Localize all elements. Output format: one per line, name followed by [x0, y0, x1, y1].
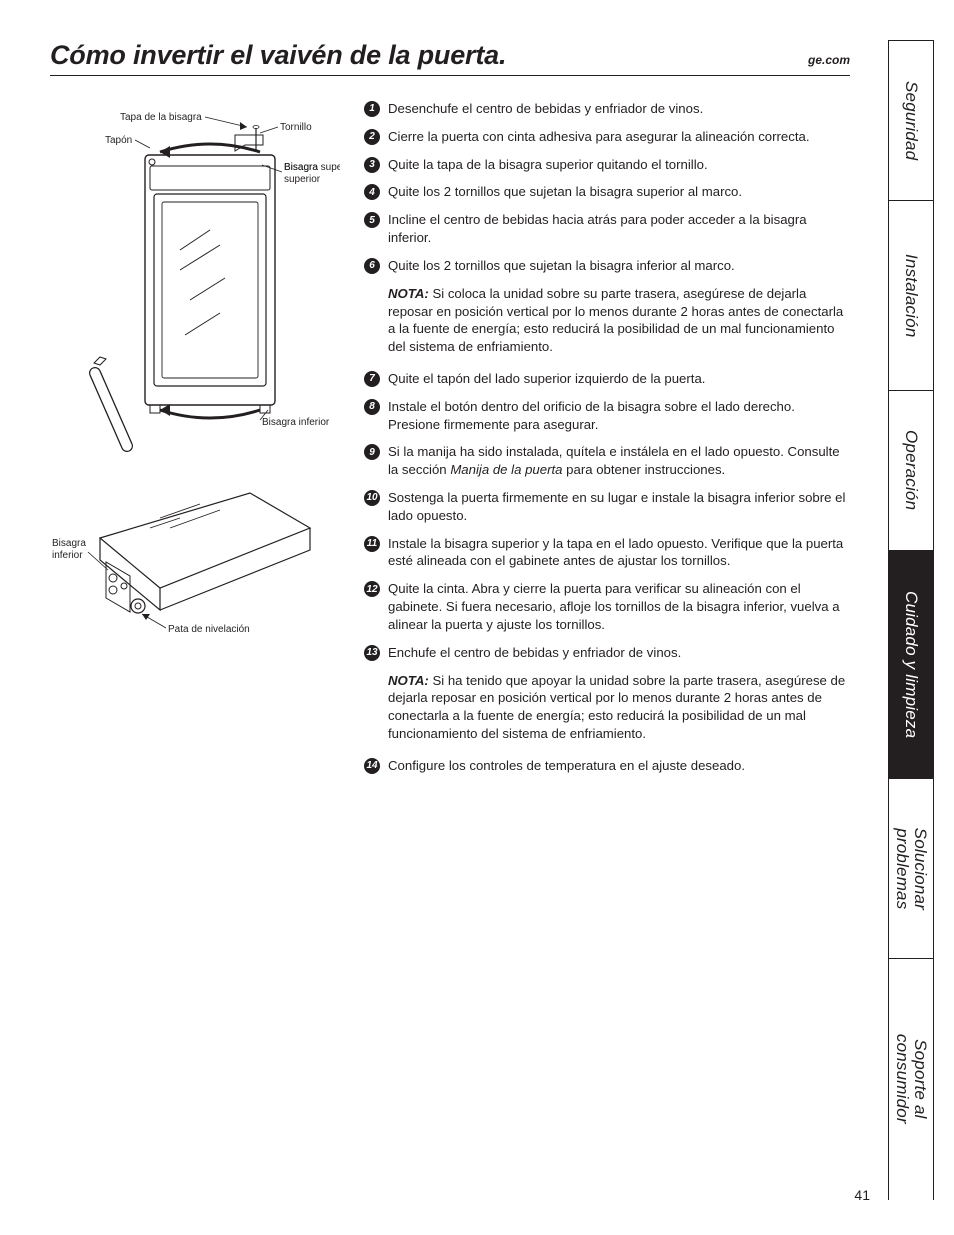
step-number-icon: 11 — [364, 536, 380, 552]
page-content: Cómo invertir el vaivén de la puerta. ge… — [50, 40, 850, 785]
step: 9 Si la manija ha sido instalada, quítela… — [364, 443, 850, 479]
steps-column: 1 Desenchufe el centro de bebidas y enfri… — [364, 100, 850, 785]
step-text: Cierre la puerta con cinta adhesiva para… — [388, 128, 850, 146]
tab-label: Solucionarproblemas — [893, 827, 929, 909]
step-text: Instale el botón dentro del orificio de … — [388, 398, 850, 434]
tab-soporte-consumidor[interactable]: Soporte alconsumidor — [889, 959, 933, 1199]
step-number-icon: 12 — [364, 581, 380, 597]
step: 11 Instale la bisagra superior y la tapa … — [364, 535, 850, 571]
tab-cuidado-limpieza[interactable]: Cuidado y limpieza — [889, 551, 933, 779]
note-block: NOTA: Si ha tenido que apoyar la unidad … — [388, 672, 850, 743]
content-columns: Tapa de la bisagra Tornillo Tapón Bisagr… — [50, 100, 850, 785]
step-number-icon: 13 — [364, 645, 380, 661]
step: 5 Incline el centro de bebidas hacia atrá… — [364, 211, 850, 247]
step: 8 Instale el botón dentro del orificio de… — [364, 398, 850, 434]
tab-instalacion[interactable]: Instalación — [889, 201, 933, 391]
step-text: Desenchufe el centro de bebidas y enfria… — [388, 100, 850, 118]
label-tapon: Tapón — [105, 135, 132, 146]
step-text: Sostenga la puerta firmemente en su luga… — [388, 489, 850, 525]
label-bisagra-inf: Bisagra inferior — [262, 417, 330, 428]
figure-appliance: Tapa de la bisagra Tornillo Tapón Bisagr… — [50, 100, 340, 460]
step-number-icon: 4 — [364, 184, 380, 200]
step-number-icon: 9 — [364, 444, 380, 460]
note-text: Si ha tenido que apoyar la unidad sobre … — [388, 673, 845, 741]
note-label: NOTA: — [388, 673, 429, 688]
step-number-icon: 7 — [364, 371, 380, 387]
step: 6 Quite los 2 tornillos que sujetan la bi… — [364, 257, 850, 275]
step-text: Incline el centro de bebidas hacia atrás… — [388, 211, 850, 247]
step: 13 Enchufe el centro de bebidas y enfriad… — [364, 644, 850, 662]
step-text: Enchufe el centro de bebidas y enfriador… — [388, 644, 850, 662]
step-number-icon: 2 — [364, 129, 380, 145]
step: 3 Quite la tapa de la bisagra superior qu… — [364, 156, 850, 174]
brand-link: ge.com — [808, 53, 850, 67]
svg-text:Bisagra: Bisagra — [284, 162, 318, 173]
step-text: Configure los controles de temperatura e… — [388, 757, 850, 775]
step-text: Si la manija ha sido instalada, quítela … — [388, 443, 850, 479]
tab-label: Soporte alconsumidor — [893, 1034, 929, 1124]
step: 10 Sostenga la puerta firmemente en su lu… — [364, 489, 850, 525]
step: 7 Quite el tapón del lado superior izquie… — [364, 370, 850, 388]
tab-solucionar-problemas[interactable]: Solucionarproblemas — [889, 779, 933, 959]
svg-text:inferior: inferior — [52, 550, 83, 561]
step-text: Quite los 2 tornillos que sujetan la bis… — [388, 183, 850, 201]
page-title: Cómo invertir el vaivén de la puerta. — [50, 40, 506, 71]
label-tapa-bisagra: Tapa de la bisagra — [120, 112, 202, 123]
step-text: Quite el tapón del lado superior izquier… — [388, 370, 850, 388]
tab-seguridad[interactable]: Seguridad — [889, 41, 933, 201]
label-pata: Pata de nivelación — [168, 624, 250, 635]
step-text: Quite los 2 tornillos que sujetan la bis… — [388, 257, 850, 275]
svg-text:superior: superior — [284, 174, 321, 185]
step-text: Quite la tapa de la bisagra superior qui… — [388, 156, 850, 174]
step-number-icon: 6 — [364, 258, 380, 274]
figure-hinge-detail: Bisagra inferior — [50, 488, 340, 658]
step: 12 Quite la cinta. Abra y cierre la puert… — [364, 580, 850, 633]
step: 14 Configure los controles de temperatura… — [364, 757, 850, 775]
tab-operacion[interactable]: Operación — [889, 391, 933, 551]
step-number-icon: 14 — [364, 758, 380, 774]
step-text: Instale la bisagra superior y la tapa en… — [388, 535, 850, 571]
step: 1 Desenchufe el centro de bebidas y enfri… — [364, 100, 850, 118]
step-text: Quite la cinta. Abra y cierre la puerta … — [388, 580, 850, 633]
step-number-icon: 3 — [364, 157, 380, 173]
note-label: NOTA: — [388, 286, 429, 301]
step: 4 Quite los 2 tornillos que sujetan la bi… — [364, 183, 850, 201]
page-number: 41 — [854, 1187, 870, 1203]
step-number-icon: 10 — [364, 490, 380, 506]
label-tornillo: Tornillo — [280, 122, 312, 133]
step-number-icon: 8 — [364, 399, 380, 415]
label-bisagra-inf2: Bisagra — [52, 538, 86, 549]
step: 2 Cierre la puerta con cinta adhesiva par… — [364, 128, 850, 146]
note-block: NOTA: Si coloca la unidad sobre su parte… — [388, 285, 850, 356]
note-text: Si coloca la unidad sobre su parte trase… — [388, 286, 843, 354]
side-tabs: Seguridad Instalación Operación Cuidado … — [888, 40, 934, 1200]
title-row: Cómo invertir el vaivén de la puerta. ge… — [50, 40, 850, 76]
step-number-icon: 1 — [364, 101, 380, 117]
step-number-icon: 5 — [364, 212, 380, 228]
figures-column: Tapa de la bisagra Tornillo Tapón Bisagr… — [50, 100, 340, 785]
